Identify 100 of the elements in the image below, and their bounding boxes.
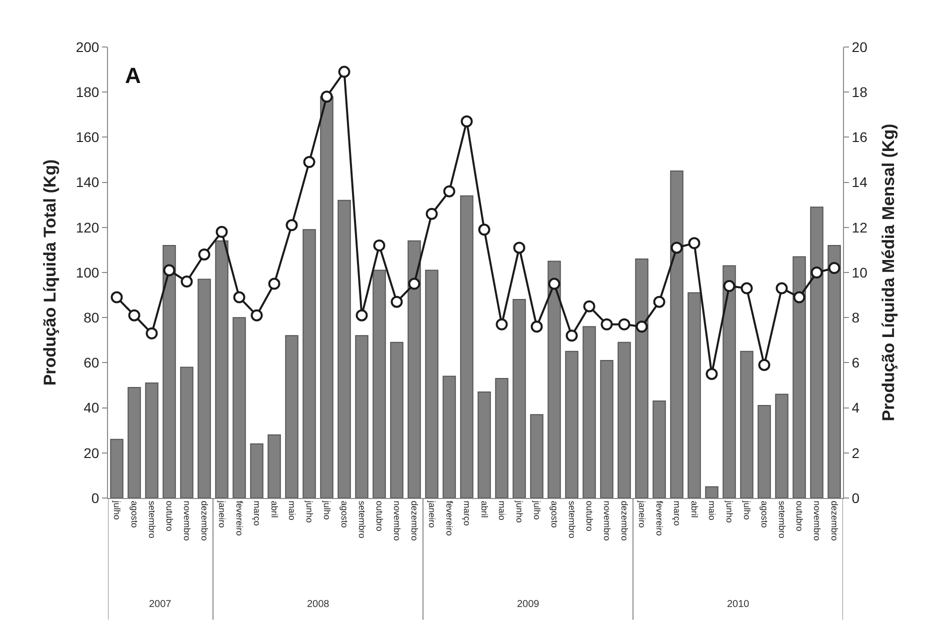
x-tick-label: fevereiro — [654, 500, 664, 536]
x-tick-label: julho — [742, 500, 752, 520]
x-tick-label: fevereiro — [444, 500, 454, 536]
point — [670, 242, 683, 254]
x-tick-label: junho — [514, 500, 524, 523]
point — [478, 224, 490, 236]
x-tick-label: setembro — [146, 500, 157, 538]
x-tick-label: outubro — [374, 500, 384, 532]
y-tick-label: 140 — [76, 174, 100, 190]
y-tick-label: 40 — [84, 400, 100, 416]
x-tick-label: outubro — [794, 500, 804, 532]
x-tick-label: maio — [706, 500, 717, 520]
x-tick-label: dezembro — [409, 500, 420, 541]
y2-tick-label: 2 — [852, 444, 860, 461]
y2-axis-title: Produção Líquida Média Mensal (Kg) — [878, 124, 898, 422]
point — [233, 291, 246, 304]
x-tick-label: julho — [322, 500, 332, 520]
y2-tick-label: 6 — [852, 354, 860, 371]
y-tick-label: 180 — [76, 84, 100, 100]
text: 2008 — [307, 599, 330, 610]
point — [600, 318, 613, 330]
y-tick-label: 80 — [84, 310, 100, 326]
x-tick-label: abril — [269, 500, 280, 518]
y-axis-title: Produção Líquida Total (Kg) — [40, 159, 60, 386]
annotation: A — [125, 63, 141, 88]
x-tick-label: outubro — [164, 500, 174, 532]
y-tick-label: 160 — [76, 129, 100, 146]
point — [303, 156, 316, 168]
point — [128, 309, 140, 322]
point — [110, 291, 123, 304]
y2-tick-label: 0 — [852, 490, 860, 506]
text: 2010 — [727, 599, 750, 610]
x-tick-label: abril — [479, 500, 490, 518]
x-tick-label: setembro — [356, 500, 367, 538]
x-tick-label: agosto — [339, 500, 350, 528]
x-tick-label: julho — [532, 500, 542, 520]
point — [146, 327, 158, 340]
x-tick-label: janeiro — [426, 500, 437, 528]
x-tick-label: setembro — [776, 500, 787, 538]
y-tick-label: 200 — [76, 38, 100, 55]
x-tick-label: setembro — [566, 500, 577, 538]
point — [338, 66, 350, 78]
y2-tick-label: 4 — [852, 400, 860, 416]
point — [443, 185, 456, 198]
x-tick-label: julho — [112, 500, 122, 520]
point — [460, 115, 473, 128]
point — [776, 282, 788, 294]
point — [723, 280, 736, 292]
text: 2007 — [149, 599, 172, 610]
x-tick-label: março — [462, 500, 472, 526]
y2-tick-label: 16 — [852, 129, 868, 146]
y2-tick-label: 14 — [852, 174, 868, 190]
x-tick-label: novembro — [392, 500, 402, 541]
x-tick-label: dezembro — [619, 500, 630, 541]
point — [513, 242, 526, 254]
point — [390, 296, 403, 308]
y2-tick-label: 20 — [852, 38, 868, 55]
point — [828, 262, 840, 274]
point — [286, 219, 298, 232]
y2-tick-label: 8 — [852, 310, 860, 326]
point — [496, 318, 508, 330]
x-tick-label: março — [252, 500, 262, 526]
x-tick-label: março — [672, 500, 682, 526]
x-tick-label: maio — [286, 500, 297, 520]
point — [758, 358, 770, 371]
x-tick-label: janeiro — [636, 500, 647, 528]
point — [618, 318, 630, 330]
point — [250, 309, 263, 322]
y2-tick-label: 12 — [852, 219, 868, 236]
point — [548, 278, 560, 290]
point — [653, 296, 666, 308]
point — [198, 248, 210, 260]
x-tick-label: maio — [496, 500, 507, 520]
point — [636, 320, 648, 333]
point — [356, 309, 368, 322]
y2-tick-label: 10 — [852, 264, 868, 280]
point — [810, 266, 823, 278]
point — [706, 368, 718, 380]
x-tick-label: abril — [689, 500, 700, 518]
y-tick-label: 0 — [91, 490, 100, 506]
point — [566, 330, 578, 342]
x-tick-label: dezembro — [829, 500, 840, 541]
x-tick-label: novembro — [602, 500, 612, 541]
point — [688, 237, 700, 250]
x-tick-label: junho — [304, 500, 314, 523]
y-tick-label: 20 — [84, 444, 100, 461]
text: 2009 — [517, 599, 540, 610]
x-tick-label: novembro — [182, 500, 192, 541]
point — [180, 276, 193, 288]
point — [583, 300, 596, 312]
point — [268, 278, 280, 290]
point — [740, 282, 753, 294]
point — [530, 320, 543, 333]
y-tick-label: 60 — [84, 354, 100, 371]
point — [216, 226, 228, 238]
point — [163, 264, 176, 276]
x-tick-label: agosto — [549, 500, 560, 528]
x-tick-label: agosto — [759, 500, 770, 528]
point — [373, 239, 386, 252]
point — [320, 90, 333, 103]
